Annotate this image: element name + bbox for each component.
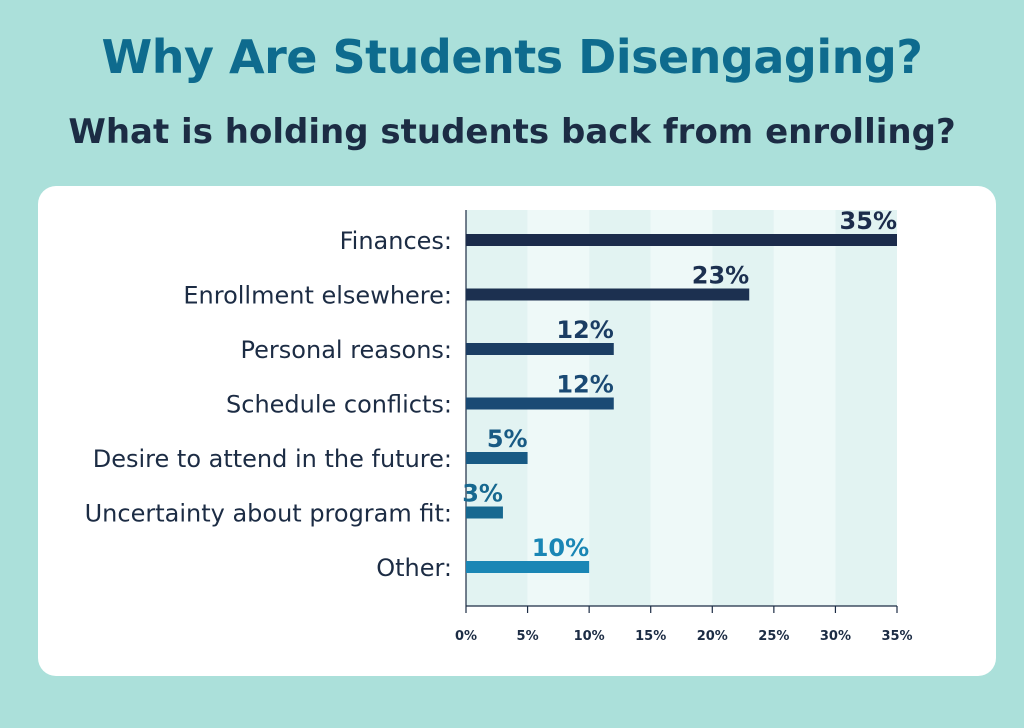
chart-subtitle: What is holding students back from enrol… xyxy=(68,112,956,152)
x-tick-label: 30% xyxy=(820,629,851,644)
chart-card: 0% 5% 10% 15% 20% 25% 30% 35% Finances: 35% Enroll… xyxy=(38,186,996,676)
x-tick-label: 5% xyxy=(517,629,539,644)
grid-band xyxy=(773,210,836,606)
category-label: Finances: xyxy=(340,227,452,255)
bar xyxy=(466,452,528,464)
value-label: 23% xyxy=(692,262,749,290)
bar xyxy=(466,288,750,301)
x-tick-label: 0% xyxy=(455,629,477,644)
x-tick-label: 20% xyxy=(697,629,728,644)
category-label: Enrollment elsewhere: xyxy=(183,282,452,310)
chart-title: Why Are Students Disengaging? xyxy=(101,30,923,84)
category-label: Schedule conflicts: xyxy=(226,391,452,419)
category-label: Uncertainty about program fit: xyxy=(85,500,452,528)
category-label: Desire to attend in the future: xyxy=(93,445,452,473)
x-tick-label: 25% xyxy=(758,629,789,644)
bar xyxy=(466,506,503,519)
grid-band xyxy=(835,210,897,606)
bar xyxy=(466,397,614,410)
x-tick-label: 35% xyxy=(881,629,912,644)
category-label: Personal reasons: xyxy=(241,336,452,364)
value-label: 5% xyxy=(487,425,528,453)
grid-band xyxy=(712,210,774,606)
category-label: Other: xyxy=(376,554,452,582)
bar-chart: 0% 5% 10% 15% 20% 25% 30% 35% Finances: 35% Enroll… xyxy=(85,207,913,644)
bar xyxy=(466,561,590,573)
x-tick-label: 15% xyxy=(635,629,666,644)
x-tick-label: 10% xyxy=(574,629,605,644)
bar xyxy=(466,234,897,246)
value-label: 10% xyxy=(532,534,589,562)
value-label: 12% xyxy=(556,316,613,344)
value-label: 35% xyxy=(840,207,897,235)
bar xyxy=(466,343,614,355)
value-label: 12% xyxy=(556,371,613,399)
grid-band xyxy=(650,210,713,606)
value-label: 3% xyxy=(462,480,503,508)
